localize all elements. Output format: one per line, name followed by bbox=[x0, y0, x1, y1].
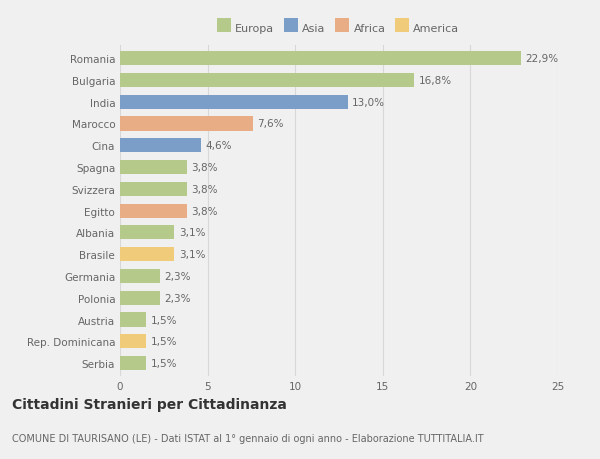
Bar bbox=[120, 313, 146, 327]
Bar bbox=[120, 269, 160, 283]
Bar bbox=[120, 204, 187, 218]
Bar bbox=[120, 335, 146, 349]
Text: 1,5%: 1,5% bbox=[151, 358, 177, 368]
Bar bbox=[120, 73, 415, 88]
Bar bbox=[120, 95, 348, 110]
Text: 7,6%: 7,6% bbox=[257, 119, 284, 129]
Text: 3,1%: 3,1% bbox=[179, 228, 205, 238]
Text: 22,9%: 22,9% bbox=[526, 54, 559, 64]
Bar bbox=[120, 52, 521, 66]
Text: Cittadini Stranieri per Cittadinanza: Cittadini Stranieri per Cittadinanza bbox=[12, 397, 287, 412]
Text: 1,5%: 1,5% bbox=[151, 336, 177, 347]
Bar bbox=[120, 356, 146, 370]
Bar bbox=[120, 117, 253, 131]
Bar bbox=[120, 247, 175, 262]
Bar bbox=[120, 226, 175, 240]
Text: COMUNE DI TAURISANO (LE) - Dati ISTAT al 1° gennaio di ogni anno - Elaborazione : COMUNE DI TAURISANO (LE) - Dati ISTAT al… bbox=[12, 433, 484, 442]
Text: 1,5%: 1,5% bbox=[151, 315, 177, 325]
Text: 3,8%: 3,8% bbox=[191, 206, 217, 216]
Text: 2,3%: 2,3% bbox=[164, 293, 191, 303]
Bar bbox=[120, 182, 187, 196]
Text: 3,8%: 3,8% bbox=[191, 162, 217, 173]
Bar bbox=[120, 291, 160, 305]
Text: 3,8%: 3,8% bbox=[191, 185, 217, 195]
Text: 16,8%: 16,8% bbox=[419, 76, 452, 86]
Text: 2,3%: 2,3% bbox=[164, 271, 191, 281]
Bar bbox=[120, 161, 187, 175]
Text: 3,1%: 3,1% bbox=[179, 250, 205, 260]
Legend: Europa, Asia, Africa, America: Europa, Asia, Africa, America bbox=[214, 18, 464, 38]
Text: 4,6%: 4,6% bbox=[205, 141, 232, 151]
Bar bbox=[120, 139, 200, 153]
Text: 13,0%: 13,0% bbox=[352, 97, 385, 107]
